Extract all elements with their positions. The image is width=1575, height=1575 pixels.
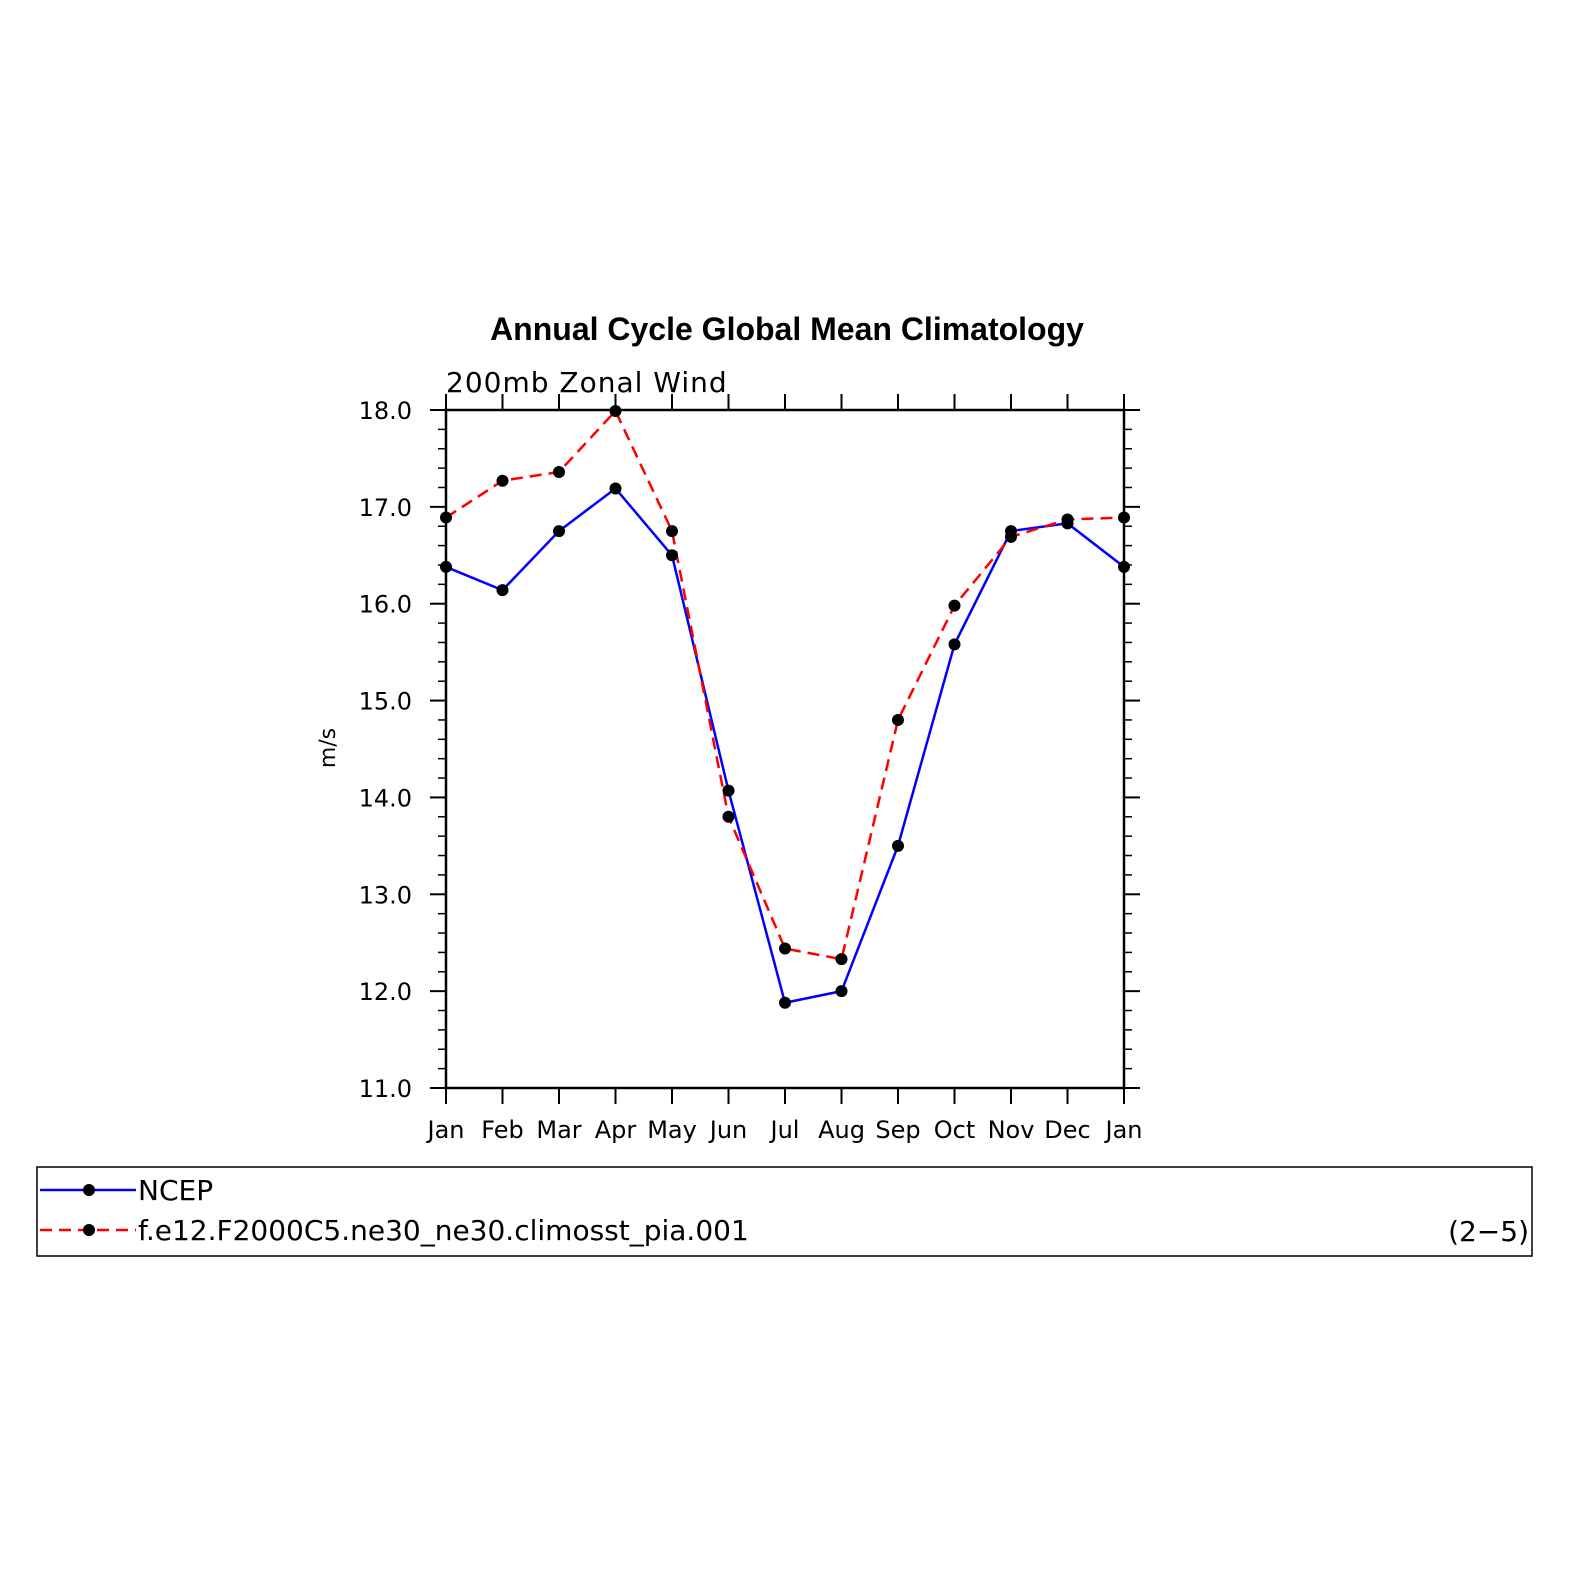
y-axis-label: m/s xyxy=(316,728,341,768)
y-tick-label: 15.0 xyxy=(359,688,412,716)
plot-frame xyxy=(444,408,1126,1090)
x-tick-label: Oct xyxy=(934,1116,976,1144)
x-tick-label: Sep xyxy=(875,1116,920,1144)
data-point xyxy=(1061,513,1074,526)
data-point xyxy=(440,560,452,573)
y-tick-label: 13.0 xyxy=(359,881,412,909)
data-point xyxy=(1005,530,1017,543)
data-point xyxy=(553,525,565,538)
data-point xyxy=(948,638,961,651)
data-point xyxy=(496,584,509,597)
data-point xyxy=(892,713,904,726)
legend-marker xyxy=(83,1184,95,1196)
y-tick-label: 12.0 xyxy=(359,978,412,1006)
legend-label: NCEP xyxy=(138,1174,213,1207)
panel-label: (2−5) xyxy=(1448,1215,1529,1248)
y-tick-label: 14.0 xyxy=(359,784,412,812)
data-point xyxy=(892,839,904,852)
data-point xyxy=(553,465,565,478)
x-tick-label: Aug xyxy=(818,1116,865,1144)
data-point xyxy=(722,784,735,797)
data-point xyxy=(779,942,791,955)
data-point xyxy=(835,985,848,998)
data-point xyxy=(440,511,452,524)
legend: NCEP f.e12.F2000C5.ne30_ne30.climosst_pia… xyxy=(40,1174,749,1247)
x-tick-label: Jul xyxy=(769,1116,800,1144)
data-point xyxy=(722,810,735,823)
data-point xyxy=(609,404,622,417)
x-tick-label: Nov xyxy=(988,1116,1035,1144)
x-tick-label: Jan xyxy=(426,1116,465,1144)
x-tick-label: Apr xyxy=(595,1116,637,1144)
data-point xyxy=(666,525,678,538)
data-point xyxy=(1118,560,1130,573)
x-tick-label: May xyxy=(647,1116,697,1144)
y-tick-label: 16.0 xyxy=(359,591,412,619)
series-line xyxy=(445,486,1125,1005)
x-tick-label: Feb xyxy=(481,1116,524,1144)
data-point xyxy=(779,996,791,1009)
plot-axes xyxy=(444,408,1126,1090)
legend-box xyxy=(36,1166,1533,1257)
x-tick-label: Dec xyxy=(1044,1116,1090,1144)
y-tick-label: 11.0 xyxy=(359,1075,412,1103)
axis-ticks: Jan Feb Mar Apr May Jun Jul Aug Sep Oct Nov Dec Jan 1… xyxy=(359,394,1143,1144)
series-layer xyxy=(440,404,1130,1009)
data-point xyxy=(948,599,961,612)
data-point xyxy=(609,482,622,495)
legend-label: f.e12.F2000C5.ne30_ne30.climosst_pia.001 xyxy=(138,1214,749,1247)
y-tick-label: 18.0 xyxy=(359,397,412,425)
x-tick-label: Jan xyxy=(1104,1116,1143,1144)
data-point xyxy=(1118,511,1130,524)
series-line xyxy=(445,408,1125,961)
chart-title: Annual Cycle Global Mean Climatology xyxy=(490,311,1084,347)
chart-subtitle: 200mb Zonal Wind xyxy=(446,366,728,399)
data-point xyxy=(666,549,678,562)
series-2 xyxy=(445,408,1125,961)
series-1 xyxy=(445,486,1125,1005)
data-point xyxy=(835,953,848,966)
x-tick-label: Jun xyxy=(708,1116,748,1144)
legend-marker xyxy=(83,1224,95,1236)
y-tick-label: 17.0 xyxy=(359,494,412,522)
x-tick-label: Mar xyxy=(536,1116,581,1144)
data-point xyxy=(496,474,509,487)
